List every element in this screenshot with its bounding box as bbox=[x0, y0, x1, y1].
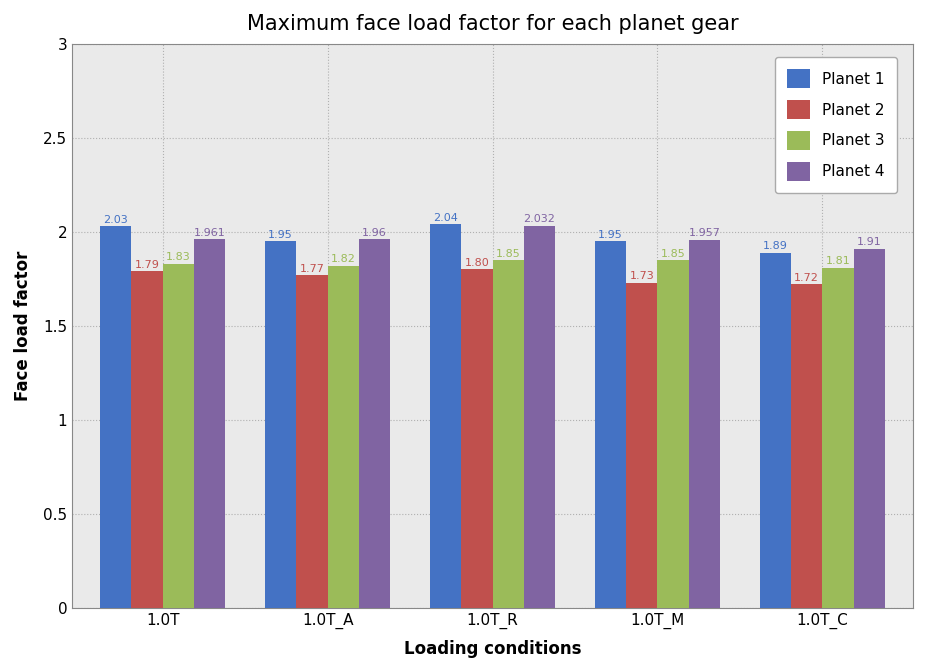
Text: 1.79: 1.79 bbox=[134, 260, 159, 270]
Bar bbox=[760, 253, 791, 608]
Legend: Planet 1, Planet 2, Planet 3, Planet 4: Planet 1, Planet 2, Planet 3, Planet 4 bbox=[775, 57, 897, 193]
X-axis label: Loading conditions: Loading conditions bbox=[404, 640, 581, 658]
Text: 1.73: 1.73 bbox=[629, 271, 654, 281]
Bar bbox=[462, 269, 492, 608]
Bar bbox=[100, 226, 132, 608]
Text: 2.032: 2.032 bbox=[524, 214, 555, 224]
Bar bbox=[524, 226, 555, 608]
Text: 1.82: 1.82 bbox=[331, 254, 356, 264]
Bar bbox=[791, 284, 822, 608]
Bar bbox=[163, 264, 194, 608]
Text: 1.957: 1.957 bbox=[689, 228, 720, 239]
Text: 1.72: 1.72 bbox=[794, 273, 819, 283]
Text: 2.03: 2.03 bbox=[103, 214, 128, 224]
Title: Maximum face load factor for each planet gear: Maximum face load factor for each planet… bbox=[247, 14, 739, 34]
Text: 1.89: 1.89 bbox=[763, 241, 788, 251]
Text: 1.83: 1.83 bbox=[166, 252, 191, 262]
Bar bbox=[194, 239, 225, 608]
Bar bbox=[626, 283, 657, 608]
Text: 1.80: 1.80 bbox=[464, 258, 489, 268]
Bar bbox=[492, 260, 524, 608]
Bar bbox=[657, 260, 689, 608]
Bar bbox=[430, 224, 462, 608]
Text: 1.85: 1.85 bbox=[661, 249, 686, 259]
Text: 1.96: 1.96 bbox=[362, 228, 387, 238]
Bar bbox=[854, 249, 885, 608]
Bar bbox=[327, 265, 359, 608]
Text: 2.04: 2.04 bbox=[433, 213, 458, 223]
Bar bbox=[265, 241, 297, 608]
Text: 1.961: 1.961 bbox=[194, 228, 225, 238]
Text: 1.85: 1.85 bbox=[496, 249, 521, 259]
Bar bbox=[132, 271, 163, 608]
Y-axis label: Face load factor: Face load factor bbox=[14, 251, 32, 401]
Bar bbox=[822, 267, 854, 608]
Text: 1.95: 1.95 bbox=[268, 230, 293, 240]
Text: 1.77: 1.77 bbox=[299, 263, 324, 274]
Text: 1.95: 1.95 bbox=[598, 230, 623, 240]
Bar bbox=[595, 241, 626, 608]
Text: 1.91: 1.91 bbox=[857, 237, 882, 247]
Bar bbox=[297, 275, 327, 608]
Text: 1.81: 1.81 bbox=[826, 256, 850, 266]
Bar bbox=[689, 240, 720, 608]
Bar bbox=[359, 239, 390, 608]
